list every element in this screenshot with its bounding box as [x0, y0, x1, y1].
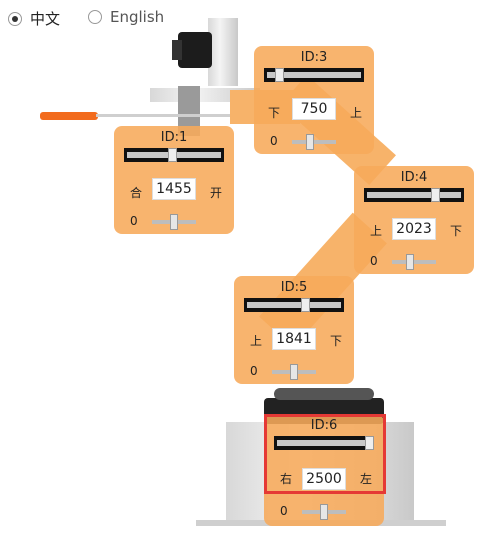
offset-value: 0 [370, 254, 378, 268]
radio-selected-icon[interactable] [8, 11, 22, 26]
servo-slider[interactable] [244, 298, 344, 312]
lang-option-english[interactable]: English [88, 8, 164, 26]
servo-slider[interactable] [124, 148, 224, 162]
servo-id-label: ID:3 [300, 50, 328, 65]
servo-value-field[interactable]: 1455 [152, 178, 196, 200]
selection-highlight [264, 414, 386, 494]
servo-id-label: ID:6 [310, 418, 338, 433]
offset-slider[interactable] [152, 214, 196, 230]
slider-knob[interactable] [275, 68, 284, 82]
offset-slider[interactable] [392, 254, 436, 270]
offset-slider[interactable] [302, 504, 346, 520]
direction-right-label: 左 [360, 472, 373, 486]
servo-value-field[interactable]: 750 [292, 98, 336, 120]
servo-panel-id5: ID:5 上 1841 下 0 [234, 276, 354, 384]
servo-panel-id6: ID:6 右 2500 左 0 [264, 414, 384, 526]
offset-value: 0 [130, 214, 138, 228]
lang-label-chinese: 中文 [30, 10, 61, 28]
servo-id-label: ID:4 [400, 170, 428, 185]
servo-panel-id3: ID:3 下 750 上 0 [254, 46, 374, 154]
offset-slider[interactable] [292, 134, 336, 150]
direction-left-label: 下 [268, 106, 281, 120]
servo-slider[interactable] [274, 436, 374, 450]
servo-slider[interactable] [264, 68, 364, 82]
offset-value: 0 [250, 364, 258, 378]
servo-value-field[interactable]: 2500 [302, 468, 346, 490]
direction-left-label: 右 [280, 472, 293, 486]
servo-panel-id1: ID:1 合 1455 开 0 [114, 126, 234, 234]
slider-knob[interactable] [431, 188, 440, 202]
slider-knob[interactable] [168, 148, 177, 162]
lang-option-chinese[interactable]: 中文 [8, 8, 60, 29]
servo-value-field[interactable]: 2023 [392, 218, 436, 240]
offset-value: 0 [280, 504, 288, 518]
servo-panel-id4: ID:4 上 2023 下 0 [354, 166, 474, 274]
slider-knob[interactable] [365, 436, 374, 450]
radio-unselected-icon[interactable] [88, 10, 102, 24]
offset-slider[interactable] [272, 364, 316, 380]
servo-id-label: ID:1 [160, 130, 188, 145]
servo-value-field[interactable]: 1841 [272, 328, 316, 350]
lang-label-english: English [110, 8, 165, 26]
direction-right-label: 下 [450, 224, 463, 238]
direction-left-label: 合 [130, 186, 143, 200]
direction-right-label: 下 [330, 334, 343, 348]
servo-slider[interactable] [364, 188, 464, 202]
offset-value: 0 [270, 134, 278, 148]
direction-right-label: 上 [350, 106, 363, 120]
direction-left-label: 上 [370, 224, 383, 238]
slider-knob[interactable] [301, 298, 310, 312]
direction-right-label: 开 [210, 186, 223, 200]
direction-left-label: 上 [250, 334, 263, 348]
servo-id-label: ID:5 [280, 280, 308, 295]
